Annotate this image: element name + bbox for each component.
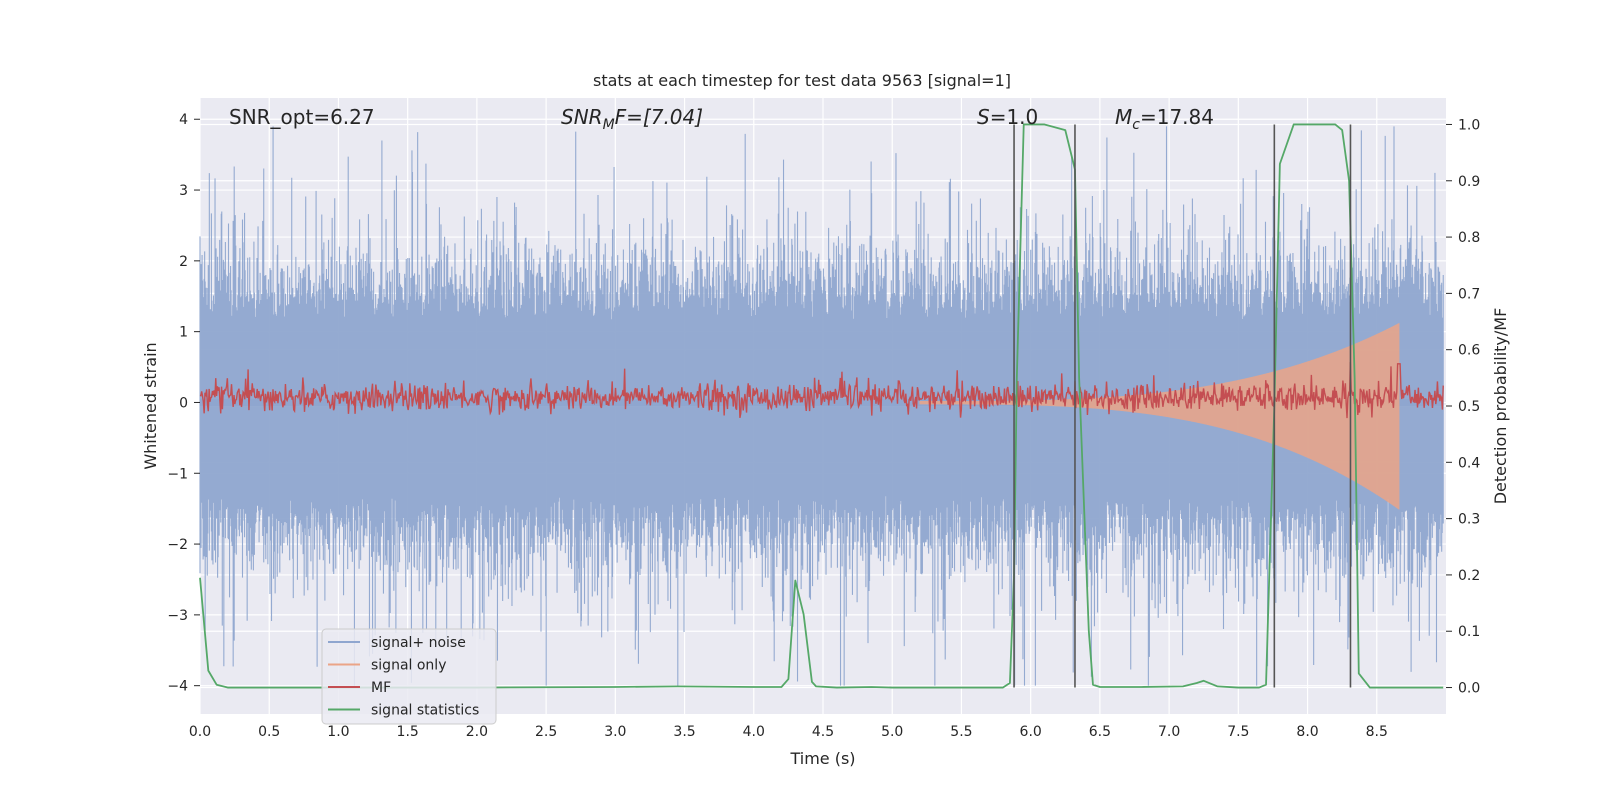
series-layer xyxy=(199,123,1444,689)
x-tick-label-4: 2.0 xyxy=(466,724,488,740)
legend-label-0: signal+ noise xyxy=(371,635,466,651)
y-right-tick-label-2: 0.8 xyxy=(1458,230,1480,246)
y-left-tick-label-1: 3 xyxy=(179,183,188,199)
y-right-tick-label-5: 0.5 xyxy=(1458,399,1480,415)
vertical-markers xyxy=(1013,124,1352,688)
x-tick-label-8: 4.0 xyxy=(743,724,765,740)
legend-frame xyxy=(321,628,497,725)
x-tick-label-7: 3.5 xyxy=(673,724,695,740)
annotation-mc-value: =17.84 xyxy=(1140,105,1214,129)
legend-label-2: MF xyxy=(371,680,391,696)
annotation-snr-mf: SNRMF=[7.04] xyxy=(561,105,703,133)
annotation-snr-mf-subscript: M xyxy=(603,117,615,133)
x-tick-label-14: 7.0 xyxy=(1158,724,1180,740)
x-axis-ticks: 0.0 0.5 1.0 1.5 2.0 2.5 3.0 3.5 4.0 4.5 5.0 5.5 6.0 6… xyxy=(189,724,1388,740)
annotation-s-value: =1.0 xyxy=(990,105,1039,129)
y-left-tick-label-4: 0 xyxy=(179,395,188,411)
series-signal-statistics xyxy=(199,123,1444,689)
x-axis-label: Time (s) xyxy=(789,749,855,768)
x-tick-label-5: 2.5 xyxy=(535,724,557,740)
annotation-mc-subscript: c xyxy=(1132,117,1140,133)
annotation-snr-opt: SNR_opt=6.27 xyxy=(229,105,375,129)
x-tick-label-2: 1.0 xyxy=(327,724,349,740)
legend-items: signal+ noise signal only MF signal statist… xyxy=(328,635,479,719)
y-axis-right-ticks: 1.0 0.9 0.8 0.7 0.6 0.5 0.4 0.3 0.2 0.1 0.0 xyxy=(1446,117,1480,697)
y-left-tick-label-5: −1 xyxy=(167,466,188,482)
y-right-tick-label-1: 0.9 xyxy=(1458,174,1480,190)
y-axis-left-label: Whitened strain xyxy=(141,342,160,469)
x-tick-label-6: 3.0 xyxy=(604,724,626,740)
y-right-tick-label-9: 0.1 xyxy=(1458,624,1480,640)
annotation-mc-symbol: M xyxy=(1115,105,1132,129)
legend: signal+ noise signal only MF signal statist… xyxy=(321,628,497,725)
y-left-tick-label-6: −2 xyxy=(167,537,188,553)
legend-label-3: signal statistics xyxy=(371,703,479,719)
x-tick-label-12: 6.0 xyxy=(1020,724,1042,740)
x-tick-label-13: 6.5 xyxy=(1089,724,1111,740)
y-left-tick-label-7: −3 xyxy=(167,608,188,624)
annotation-snr-mf-symbol: SNR xyxy=(561,105,603,129)
y-left-tick-label-3: 1 xyxy=(179,325,188,341)
plot-area xyxy=(199,98,1446,714)
y-right-tick-label-8: 0.2 xyxy=(1458,568,1480,584)
series-mf xyxy=(199,361,1444,419)
x-tick-label-11: 5.5 xyxy=(950,724,972,740)
y-right-tick-label-0: 1.0 xyxy=(1458,117,1480,133)
x-tick-label-1: 0.5 xyxy=(258,724,280,740)
x-tick-label-0: 0.0 xyxy=(189,724,211,740)
annotation-s-symbol: S xyxy=(977,105,990,129)
legend-label-1: signal only xyxy=(371,658,446,674)
y-left-tick-label-2: 2 xyxy=(179,254,188,270)
y-left-tick-label-0: 4 xyxy=(179,112,188,128)
y-right-tick-label-7: 0.3 xyxy=(1458,512,1480,528)
x-tick-label-9: 4.5 xyxy=(812,724,834,740)
annotation-s: S=1.0 xyxy=(977,105,1038,129)
x-tick-label-15: 7.5 xyxy=(1227,724,1249,740)
y-right-tick-label-10: 0.0 xyxy=(1458,681,1480,697)
x-tick-label-3: 1.5 xyxy=(397,724,419,740)
x-tick-label-17: 8.5 xyxy=(1366,724,1388,740)
y-left-tick-label-8: −4 xyxy=(167,679,188,695)
annotation-mc: Mc=17.84 xyxy=(1115,105,1214,133)
annotation-snr-mf-value: F=[7.04] xyxy=(615,105,703,129)
y-axis-left-ticks: 4 3 2 1 0 −1 −2 −3 −4 xyxy=(167,112,200,695)
x-tick-label-16: 8.0 xyxy=(1296,724,1318,740)
annotations: SNR_opt=6.27 SNRMF=[7.04] S=1.0 Mc=17.84 xyxy=(229,105,1214,133)
y-right-tick-label-6: 0.4 xyxy=(1458,455,1480,471)
chart-title: stats at each timestep for test data 956… xyxy=(593,71,1011,90)
y-right-tick-label-4: 0.6 xyxy=(1458,343,1480,359)
x-tick-label-10: 5.0 xyxy=(881,724,903,740)
y-axis-right-label: Detection probability/MF xyxy=(1491,308,1510,505)
y-right-tick-label-3: 0.7 xyxy=(1458,286,1480,302)
